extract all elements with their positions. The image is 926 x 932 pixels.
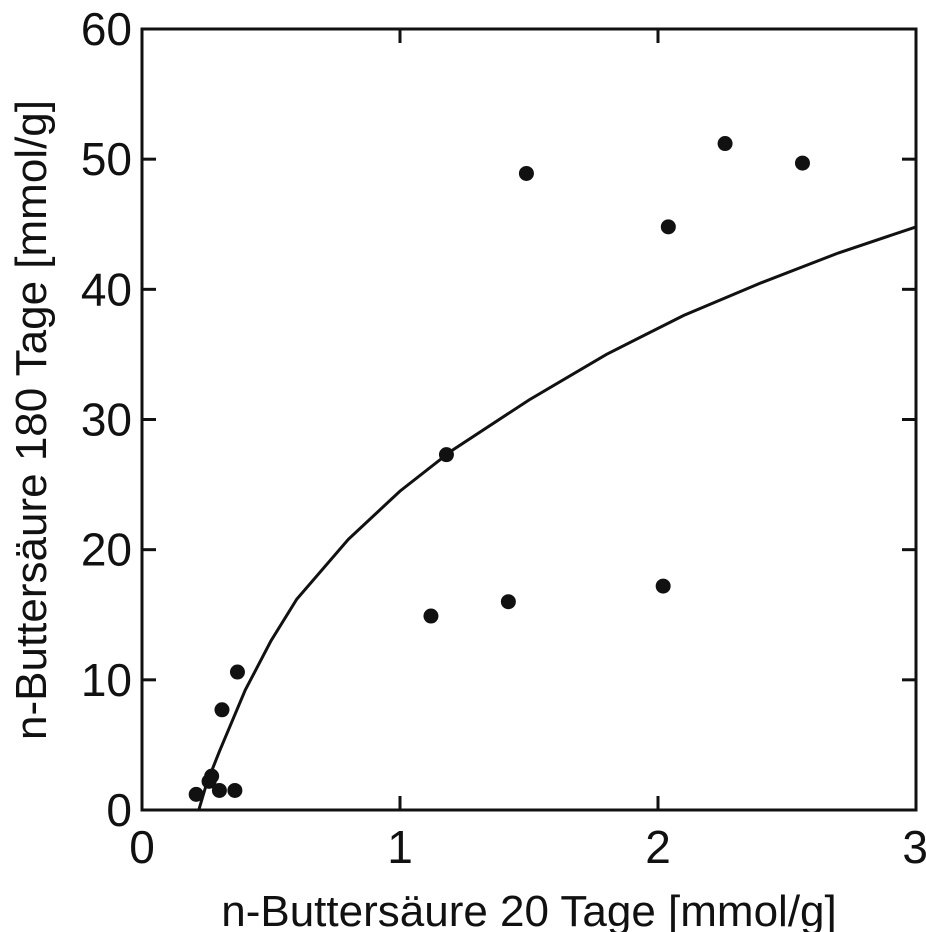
x-tick-label: 3 xyxy=(902,821,926,873)
data-point xyxy=(214,702,230,718)
data-point xyxy=(655,578,671,594)
y-axis-label: n-Buttersäure 180 Tage [mmol/g] xyxy=(7,100,56,740)
data-point xyxy=(518,165,534,181)
y-tick-label: 20 xyxy=(81,524,132,576)
y-tick-label: 50 xyxy=(81,133,132,185)
data-point xyxy=(204,768,220,784)
y-tick-label: 0 xyxy=(106,784,132,836)
data-point xyxy=(794,155,810,171)
ticks xyxy=(140,27,918,812)
data-point xyxy=(211,782,227,798)
data-point xyxy=(229,664,245,680)
plot-frame xyxy=(140,27,918,812)
data-point xyxy=(500,594,516,610)
fit-curve xyxy=(197,225,917,811)
x-tick-label: 0 xyxy=(129,821,155,873)
y-tick-label: 30 xyxy=(81,394,132,446)
y-tick-label: 10 xyxy=(81,654,132,706)
y-tick-label: 40 xyxy=(81,263,132,315)
data-points xyxy=(188,136,810,802)
data-point xyxy=(188,786,204,802)
y-tick-label: 60 xyxy=(81,3,132,55)
x-tick-label: 1 xyxy=(387,821,413,873)
data-point xyxy=(438,447,454,463)
data-point xyxy=(227,782,243,798)
data-point xyxy=(660,219,676,235)
x-axis-label: n-Buttersäure 20 Tage [mmol/g] xyxy=(221,887,837,932)
x-tick-label: 2 xyxy=(645,821,671,873)
data-point xyxy=(717,136,733,152)
data-point xyxy=(423,608,439,624)
